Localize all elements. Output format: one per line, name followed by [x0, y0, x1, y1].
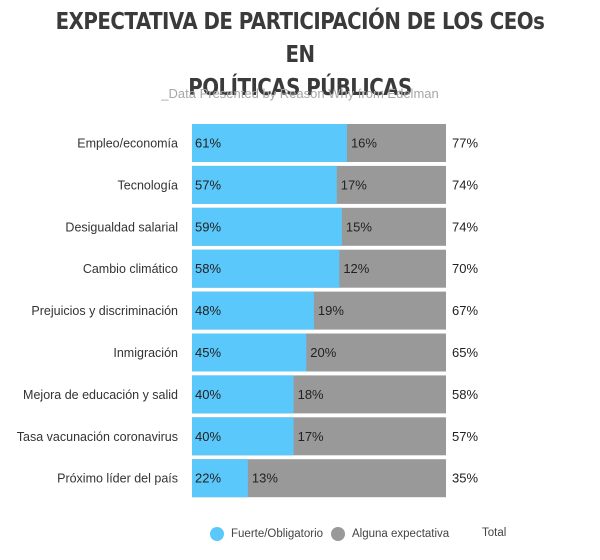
value-label-strong: 22%	[195, 471, 221, 486]
category-label: Empleo/economía	[77, 137, 178, 151]
category-label: Tasa vacunación coronavirus	[17, 430, 178, 444]
value-label-some: 17%	[341, 177, 367, 192]
value-label-some: 15%	[346, 219, 372, 234]
value-label-some: 13%	[252, 471, 278, 486]
value-label-strong: 45%	[195, 345, 221, 360]
value-label-total: 74%	[452, 177, 478, 192]
category-label: Próximo líder del país	[57, 472, 178, 486]
category-label: Cambio climático	[83, 262, 178, 276]
bar-strong	[192, 165, 337, 204]
bar-strong	[192, 249, 340, 288]
bar-strong	[192, 124, 347, 162]
value-label-some: 17%	[298, 429, 324, 444]
legend-swatch-some	[331, 527, 345, 541]
value-label-some: 16%	[351, 136, 377, 151]
bar-strong	[192, 459, 248, 498]
legend-item-strong: Fuerte/Obligatorio	[210, 527, 323, 541]
value-label-some: 19%	[318, 303, 344, 318]
category-label: Inmigración	[113, 346, 178, 360]
legend-label-strong: Fuerte/Obligatorio	[231, 528, 324, 540]
legend-label-some: Alguna expectativa	[352, 528, 450, 540]
value-label-total: 77%	[452, 136, 478, 151]
category-label: Tecnología	[118, 178, 179, 192]
value-label-total: 74%	[452, 219, 478, 234]
value-label-some: 18%	[298, 387, 324, 402]
value-label-strong: 48%	[195, 303, 221, 318]
value-label-strong: 40%	[195, 429, 221, 444]
category-label: Mejora de educación y salid	[23, 388, 178, 402]
bar-strong	[192, 291, 314, 330]
chart-subtitle: _Data Presented by Reason Why from Edelm…	[161, 86, 439, 101]
value-label-strong: 61%	[195, 136, 221, 151]
chart-title-line-2: POLÍTICAS PÚBLICAS	[188, 75, 412, 101]
category-label: Prejuicios y discriminación	[31, 304, 178, 318]
chart-title: EXPECTATIVA DE PARTICIPACIÓN DE LOS CEOs…	[42, 6, 558, 105]
value-label-total: 35%	[452, 471, 478, 486]
value-label-total: 65%	[452, 345, 478, 360]
bar-strong	[192, 207, 342, 246]
legend-label-total: Total	[482, 527, 507, 539]
value-label-some: 20%	[310, 345, 336, 360]
chart-title-line-1: EXPECTATIVA DE PARTICIPACIÓN DE LOS CEOs…	[55, 9, 545, 68]
bar-strong	[192, 375, 294, 414]
value-label-total: 57%	[452, 429, 478, 444]
legend-item-total: Total	[482, 527, 506, 539]
legend-swatch-strong	[210, 527, 224, 541]
value-label-total: 67%	[452, 303, 478, 318]
bar-strong	[192, 333, 307, 372]
legend-item-some: Alguna expectativa	[331, 527, 449, 541]
value-label-strong: 40%	[195, 387, 221, 402]
value-label-total: 58%	[452, 387, 478, 402]
value-label-strong: 57%	[195, 177, 221, 192]
bar-strong	[192, 417, 294, 456]
chart-legend: Fuerte/Obligatorio Alguna expectativa To…	[0, 527, 600, 547]
value-label-strong: 58%	[195, 261, 221, 276]
value-label-strong: 59%	[195, 219, 221, 234]
value-label-total: 70%	[452, 261, 478, 276]
category-label: Desigualdad salarial	[65, 220, 178, 234]
value-label-some: 12%	[343, 261, 369, 276]
